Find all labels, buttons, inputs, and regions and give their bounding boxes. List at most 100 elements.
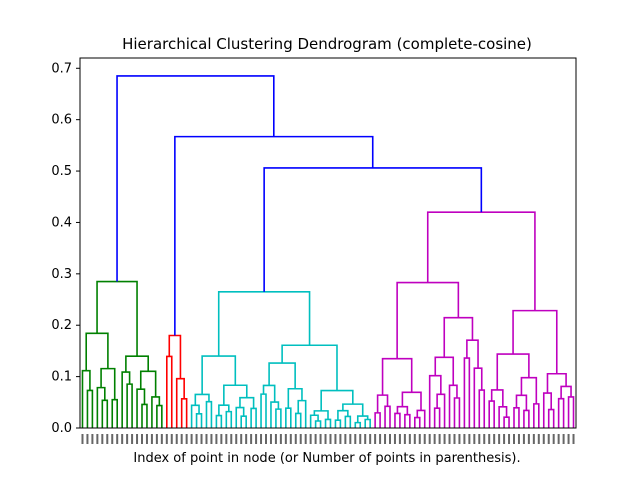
dendrogram-link <box>174 135 374 336</box>
dendrogram-link <box>473 367 483 428</box>
dendrogram-link <box>275 408 282 428</box>
leaf-tick-label <box>364 434 367 444</box>
leaf-tick-label <box>448 434 451 444</box>
leaf-tick-label <box>552 434 555 444</box>
dendrogram-link <box>240 415 247 428</box>
leaf-tick-label <box>294 434 297 444</box>
dendrogram-link <box>96 280 138 357</box>
leaf-tick-label <box>304 434 307 444</box>
leaf-tick-label <box>508 434 511 444</box>
leaf-tick-label <box>91 434 94 444</box>
dendrogram-link <box>533 403 540 428</box>
leaf-tick-label <box>379 434 382 444</box>
leaf-tick-label <box>299 434 302 444</box>
dendrogram-link <box>434 356 455 386</box>
dendrogram-link <box>166 355 173 428</box>
leaf-tick-label <box>245 434 248 444</box>
dendrogram-link <box>381 357 413 396</box>
leaf-tick-label <box>185 434 188 444</box>
dendrogram-link <box>260 393 267 428</box>
leaf-labels <box>81 434 575 444</box>
dendrogram-link <box>156 404 163 428</box>
y-tick-label: 0.4 <box>51 215 72 230</box>
leaf-tick-label <box>180 434 183 444</box>
dendrogram-link <box>503 416 510 428</box>
dendrogram-links <box>81 75 575 428</box>
leaf-tick-label <box>111 434 114 444</box>
dendrogram-link <box>448 384 458 428</box>
leaf-tick-label <box>81 434 84 444</box>
leaf-tick-label <box>384 434 387 444</box>
leaf-tick-label <box>116 434 119 444</box>
leaf-tick-label <box>220 434 223 444</box>
leaf-tick-label <box>250 434 253 444</box>
leaf-tick-label <box>473 434 476 444</box>
dendrogram-link <box>428 374 442 428</box>
leaf-tick-label <box>175 434 178 444</box>
dendrogram-link <box>205 400 213 428</box>
dendrogram-link <box>268 362 296 389</box>
chart-title: Hierarchical Clustering Dendrogram (comp… <box>122 35 532 53</box>
dendrogram-link <box>235 406 245 428</box>
leaf-tick-label <box>155 434 158 444</box>
leaf-tick-label <box>170 434 173 444</box>
dendrogram-link <box>195 413 203 428</box>
dendrogram-link <box>121 371 131 428</box>
dendrogram-link <box>334 419 342 428</box>
dendrogram-link <box>297 399 307 428</box>
dendrogram-link <box>542 392 552 428</box>
dendrogram-link <box>180 398 188 428</box>
leaf-tick-label <box>126 434 129 444</box>
leaf-tick-label <box>478 434 481 444</box>
dendrogram-link <box>116 75 275 282</box>
leaf-tick-label <box>150 434 153 444</box>
leaf-tick-label <box>136 434 139 444</box>
leaf-tick-label <box>572 434 575 444</box>
leaf-tick-label <box>145 434 148 444</box>
y-tick-label: 0.7 <box>51 61 72 76</box>
dendrogram-link <box>263 167 483 292</box>
leaf-tick-label <box>190 434 193 444</box>
leaf-tick-label <box>428 434 431 444</box>
dendrogram-link <box>81 369 91 428</box>
dendrogram-link <box>101 399 109 428</box>
leaf-tick-label <box>537 434 540 444</box>
dendrogram-link <box>262 384 276 403</box>
leaf-tick-label <box>517 434 520 444</box>
leaf-tick-label <box>413 434 416 444</box>
leaf-tick-label <box>334 434 337 444</box>
dendrogram-link <box>223 384 248 406</box>
leaf-tick-label <box>230 434 233 444</box>
y-tick-label: 0.3 <box>51 267 72 282</box>
leaf-tick-label <box>433 434 436 444</box>
dendrogram-link <box>523 409 530 428</box>
leaf-tick-label <box>562 434 565 444</box>
dendrogram-link <box>404 413 411 428</box>
leaf-tick-label <box>527 434 530 444</box>
dendrogram-link <box>466 339 479 369</box>
dendrogram-link <box>201 355 237 395</box>
dendrogram-link <box>111 398 118 428</box>
dendrogram-link <box>394 412 401 428</box>
leaf-tick-label <box>106 434 109 444</box>
leaf-tick-label <box>483 434 486 444</box>
leaf-tick-label <box>131 434 134 444</box>
x-axis-label: Index of point in node (or Number of poi… <box>133 451 520 466</box>
leaf-tick-label <box>255 434 258 444</box>
leaf-tick-label <box>349 434 352 444</box>
dendrogram-link <box>433 407 441 428</box>
leaf-tick-label <box>344 434 347 444</box>
dendrogram-link <box>225 410 233 428</box>
leaf-tick-label <box>260 434 263 444</box>
leaf-tick-label <box>463 434 466 444</box>
dendrogram-link <box>136 388 146 428</box>
dendrogram-link <box>125 355 149 373</box>
dendrogram-link <box>85 332 109 371</box>
leaf-tick-label <box>458 434 461 444</box>
dendrogram-link <box>478 389 486 428</box>
dendrogram-link <box>175 377 185 428</box>
dendrogram-link <box>453 397 461 428</box>
dendrogram-link <box>547 408 555 428</box>
leaf-tick-label <box>389 434 391 444</box>
dendrogram-link <box>344 415 352 428</box>
